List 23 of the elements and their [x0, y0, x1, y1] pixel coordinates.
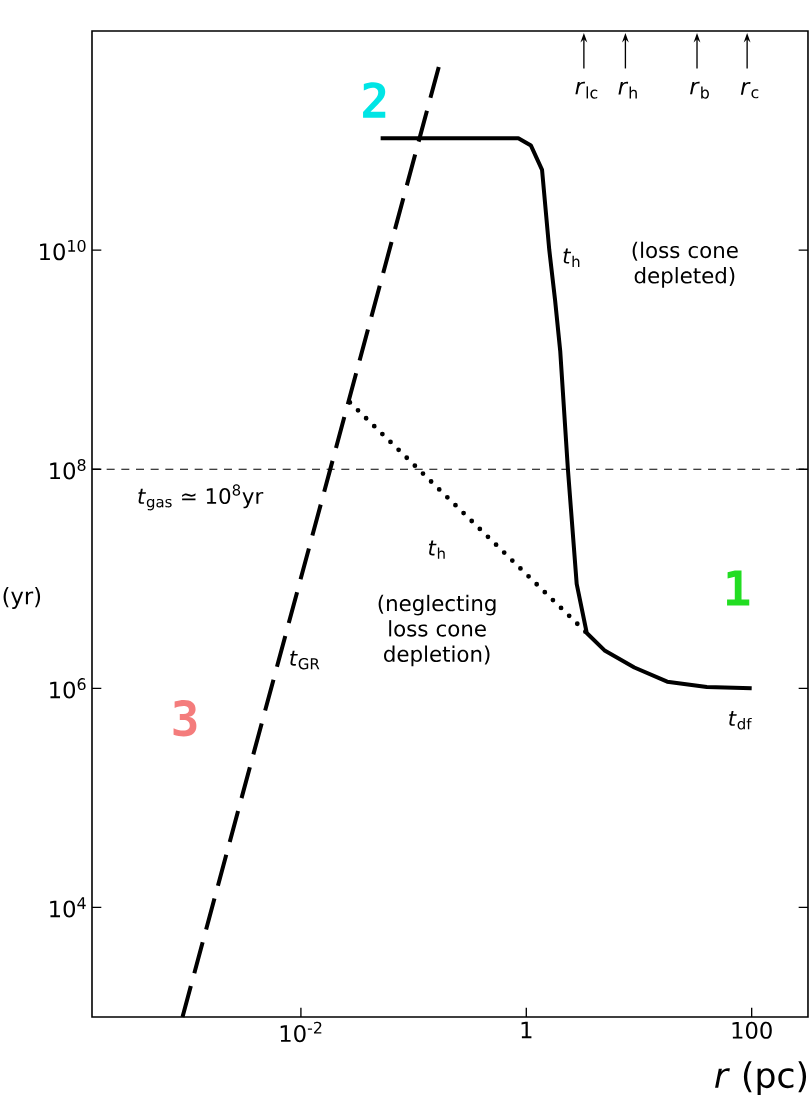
annotation: t$_{df}$	[729, 710, 752, 730]
y-tick-label: 10$^{6}$	[50, 678, 86, 699]
x-tick-label: 10$^{-2}$	[280, 1021, 322, 1043]
y-tick-label: 10$^{4}$	[50, 897, 86, 918]
annotation: t$_{GR}$	[290, 650, 320, 670]
annotation: 1	[727, 570, 750, 606]
annotation: t$_{gas}$ ≃ 10$^{8}$yr	[138, 484, 264, 511]
y-tick-label: 10$^{8}$	[50, 458, 86, 480]
annotation: 2	[363, 82, 386, 118]
y-tick-label: 10$^{10}$	[40, 239, 86, 261]
annotation: r$_{b}$	[690, 81, 709, 99]
annotation: 3	[173, 700, 197, 737]
x-axis-title: r (pc)	[715, 1061, 807, 1095]
annotation: t$_{h}$	[563, 248, 580, 267]
annotation: r$_{h}$	[618, 81, 637, 99]
annotation: (neglecting loss cone depletion)	[378, 594, 496, 667]
x-tick-label: 1	[521, 1021, 532, 1039]
annotation: (loss cone depleted)	[632, 241, 738, 288]
annotation: r$_{lc}$	[575, 81, 598, 99]
y-axis-title: (yr)	[3, 586, 41, 609]
annotation: r$_{c}$	[740, 81, 759, 99]
annotation: t$_{h}$	[428, 540, 445, 559]
x-tick-label: 100	[732, 1021, 772, 1039]
